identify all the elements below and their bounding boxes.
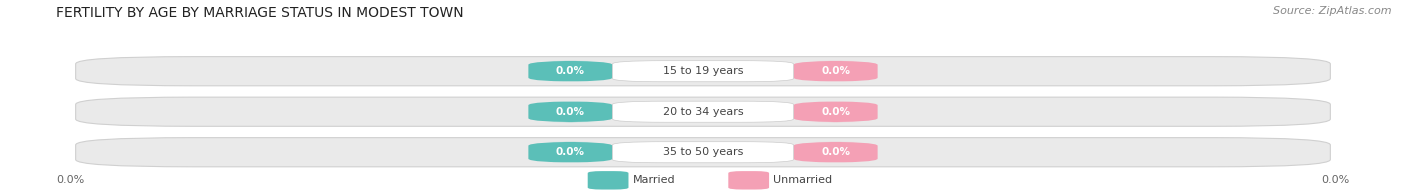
FancyBboxPatch shape [76,97,1330,126]
FancyBboxPatch shape [613,142,793,163]
FancyBboxPatch shape [529,101,613,122]
FancyBboxPatch shape [76,57,1330,86]
FancyBboxPatch shape [793,61,877,82]
Text: 0.0%: 0.0% [821,107,851,117]
Text: 0.0%: 0.0% [555,66,585,76]
Text: 0.0%: 0.0% [555,107,585,117]
Text: 20 to 34 years: 20 to 34 years [662,107,744,117]
Text: 0.0%: 0.0% [56,175,84,185]
Text: 0.0%: 0.0% [821,147,851,157]
FancyBboxPatch shape [529,61,613,82]
Text: 15 to 19 years: 15 to 19 years [662,66,744,76]
FancyBboxPatch shape [613,101,793,122]
FancyBboxPatch shape [76,138,1330,167]
FancyBboxPatch shape [793,142,877,163]
Text: 0.0%: 0.0% [1322,175,1350,185]
FancyBboxPatch shape [793,101,877,122]
FancyBboxPatch shape [613,61,793,82]
Text: 0.0%: 0.0% [555,147,585,157]
Text: Married: Married [633,175,675,185]
Text: 35 to 50 years: 35 to 50 years [662,147,744,157]
Text: Source: ZipAtlas.com: Source: ZipAtlas.com [1274,6,1392,16]
Text: Unmarried: Unmarried [773,175,832,185]
Text: FERTILITY BY AGE BY MARRIAGE STATUS IN MODEST TOWN: FERTILITY BY AGE BY MARRIAGE STATUS IN M… [56,6,464,20]
Text: 0.0%: 0.0% [821,66,851,76]
FancyBboxPatch shape [529,142,613,163]
